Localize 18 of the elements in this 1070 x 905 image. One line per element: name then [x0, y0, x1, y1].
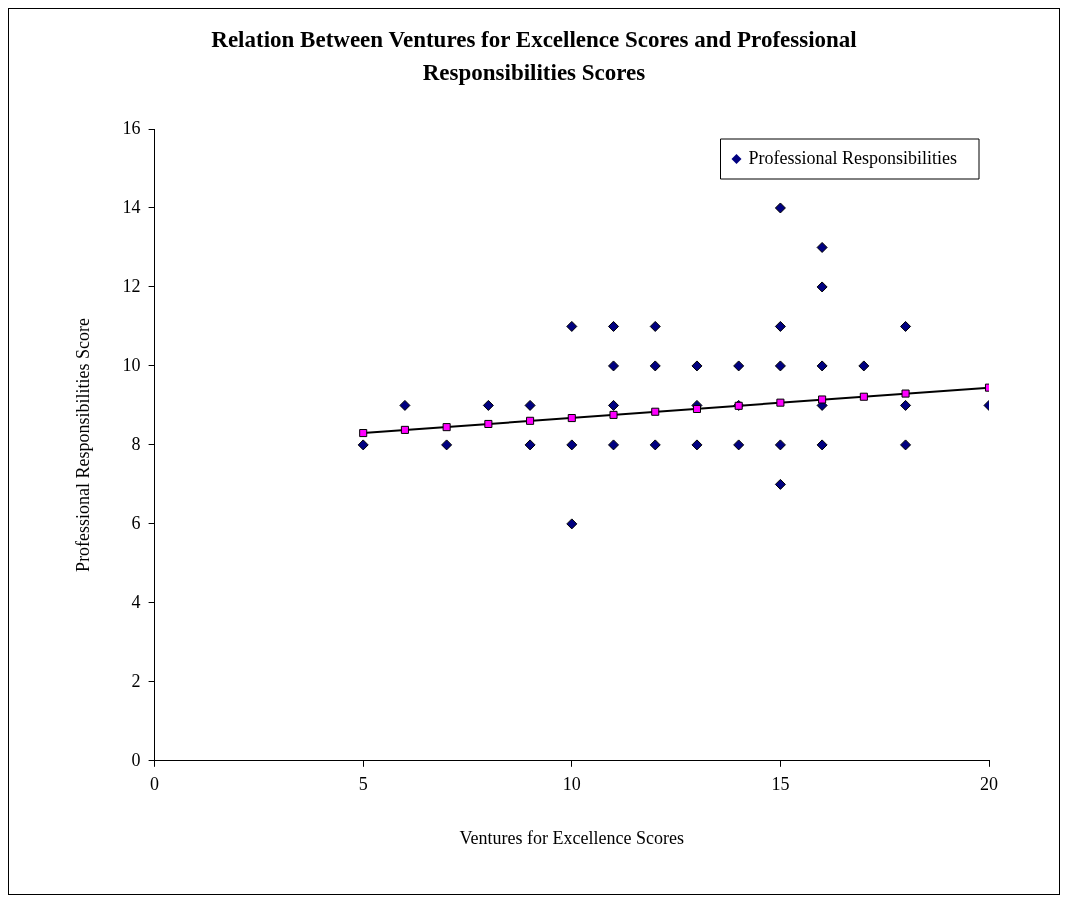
y-tick-label: 8: [131, 433, 141, 454]
y-tick-label: 16: [122, 117, 141, 138]
y-tick-label: 4: [131, 591, 141, 612]
x-tick-label: 15: [771, 774, 790, 795]
y-tick-label: 0: [131, 749, 141, 770]
y-tick-label: 10: [122, 354, 141, 375]
legend-label: Professional Responsibilities: [748, 147, 958, 168]
x-tick-label: 20: [980, 774, 998, 795]
x-tick-label: 0: [150, 774, 160, 795]
x-axis-title: Ventures for Excellence Scores: [459, 827, 684, 848]
x-tick-label: 5: [358, 774, 368, 795]
y-axis-title: Professional Responsibilities Score: [72, 317, 93, 572]
x-tick-label: 10: [562, 774, 581, 795]
y-tick-label: 2: [131, 670, 141, 691]
chart-title: Relation Between Ventures for Excellence Scores and Professional Responsibilities Scores: [210, 26, 858, 87]
y-tick-label: 12: [122, 275, 141, 296]
y-tick-label: 6: [131, 512, 141, 533]
y-tick-label: 14: [122, 196, 141, 217]
